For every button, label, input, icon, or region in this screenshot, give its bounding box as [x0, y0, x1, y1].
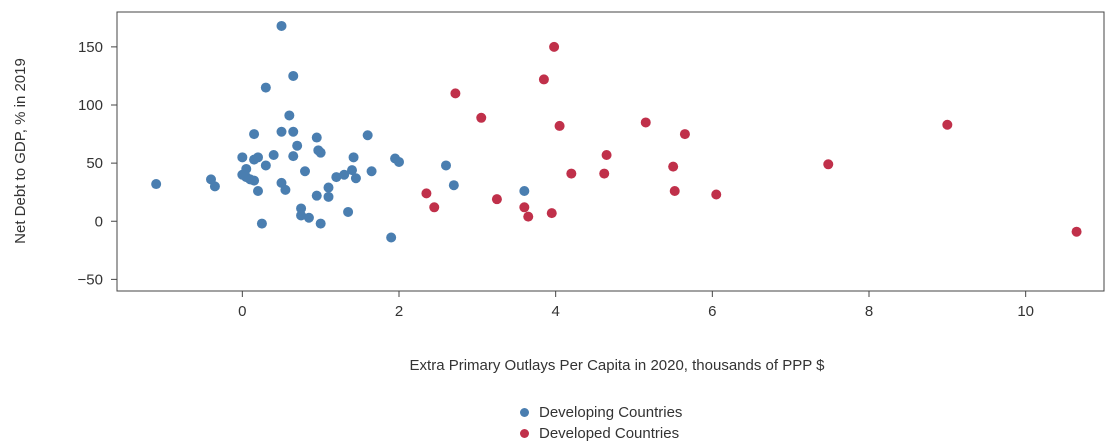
data-point-developed [546, 208, 557, 219]
data-point-developing [241, 163, 252, 174]
y-tick-label: 50 [86, 155, 103, 172]
data-point-developed [519, 202, 530, 213]
y-tick-label: 150 [78, 39, 103, 56]
data-point-developed [823, 159, 834, 170]
data-point-developing [315, 218, 326, 229]
data-point-developed [476, 112, 487, 123]
x-tick-label: 4 [551, 303, 559, 320]
data-point-developed [523, 211, 534, 222]
data-point-developing [260, 82, 271, 93]
data-point-developed [599, 168, 610, 179]
y-tick-label: −50 [78, 271, 103, 288]
data-point-developed [491, 194, 502, 205]
data-points [151, 20, 1082, 243]
y-axis-label: Net Debt to GDP, % in 2019 [12, 58, 29, 244]
data-point-developing [441, 160, 451, 171]
data-point-developing [448, 180, 459, 191]
data-point-developed [549, 41, 560, 52]
legend-item-developing: Developing Countries [520, 402, 682, 423]
data-point-developing [303, 212, 314, 223]
data-point-developed [601, 149, 612, 160]
data-point-developed [1071, 226, 1082, 237]
data-point-developed [450, 88, 461, 99]
data-point-developed [566, 168, 577, 179]
data-point-developing [288, 70, 299, 81]
legend-label-developed: Developed Countries [539, 425, 680, 442]
data-point-developed [429, 202, 440, 213]
data-point-developing [519, 186, 530, 197]
data-point-developed [668, 161, 679, 172]
data-point-developed [711, 189, 722, 200]
x-tick-label: 0 [238, 303, 246, 320]
x-axis-label: Extra Primary Outlays Per Capita in 2020… [410, 357, 826, 374]
data-point-developing [323, 182, 334, 193]
data-point-developing [350, 173, 361, 184]
legend: Developing Countries Developed Countries [520, 402, 682, 444]
data-point-developing [348, 152, 359, 163]
data-point-developing [249, 129, 260, 140]
data-point-developing [253, 186, 263, 197]
data-point-developing [300, 166, 310, 177]
data-point-developed [554, 120, 565, 131]
x-tick-label: 10 [1017, 303, 1034, 320]
data-point-developed [669, 186, 680, 197]
data-point-developing [347, 165, 357, 176]
data-point-developing [253, 152, 263, 163]
data-point-developing [386, 232, 397, 243]
data-point-developing [292, 140, 303, 151]
data-point-developing [209, 181, 220, 192]
data-point-developing [268, 149, 279, 160]
data-point-developing [288, 151, 299, 162]
data-point-developing [331, 172, 342, 183]
data-point-developing [343, 206, 354, 217]
data-point-developing [296, 203, 307, 214]
data-point-developing [237, 152, 248, 163]
data-point-developing [315, 147, 326, 158]
x-tick-label: 6 [708, 303, 716, 320]
data-point-developed [942, 119, 953, 130]
data-point-developing [284, 110, 295, 121]
data-point-developing [249, 175, 260, 186]
plot-area-frame [116, 11, 1105, 292]
data-point-developing [339, 169, 350, 180]
data-point-developing [276, 126, 287, 137]
data-point-developing [151, 179, 162, 190]
data-point-developed [421, 188, 432, 199]
data-point-developing [323, 191, 334, 202]
data-point-developing [276, 20, 287, 31]
data-point-developing [394, 156, 404, 167]
data-point-developed [538, 74, 549, 85]
y-axis: −50 0 50 100 150 [78, 39, 117, 288]
x-tick-label: 2 [395, 303, 403, 320]
data-point-developing [311, 132, 322, 143]
x-axis: 0 2 4 6 8 10 [238, 291, 1034, 320]
legend-item-developed: Developed Countries [520, 423, 682, 444]
data-point-developed [679, 129, 690, 140]
legend-label-developing: Developing Countries [539, 404, 683, 421]
data-point-developed [640, 117, 651, 128]
data-point-developing [260, 160, 271, 171]
legend-marker-developed [520, 429, 529, 438]
legend-marker-developing [520, 408, 529, 417]
data-point-developing [288, 126, 299, 137]
y-tick-label: 100 [78, 97, 103, 114]
data-point-developing [296, 210, 307, 221]
data-point-developing [362, 130, 373, 141]
x-tick-label: 8 [865, 303, 873, 320]
data-point-developing [280, 184, 291, 195]
data-point-developing [366, 166, 377, 177]
data-point-developing [311, 190, 322, 201]
data-point-developing [256, 218, 267, 229]
y-tick-label: 0 [95, 213, 103, 230]
